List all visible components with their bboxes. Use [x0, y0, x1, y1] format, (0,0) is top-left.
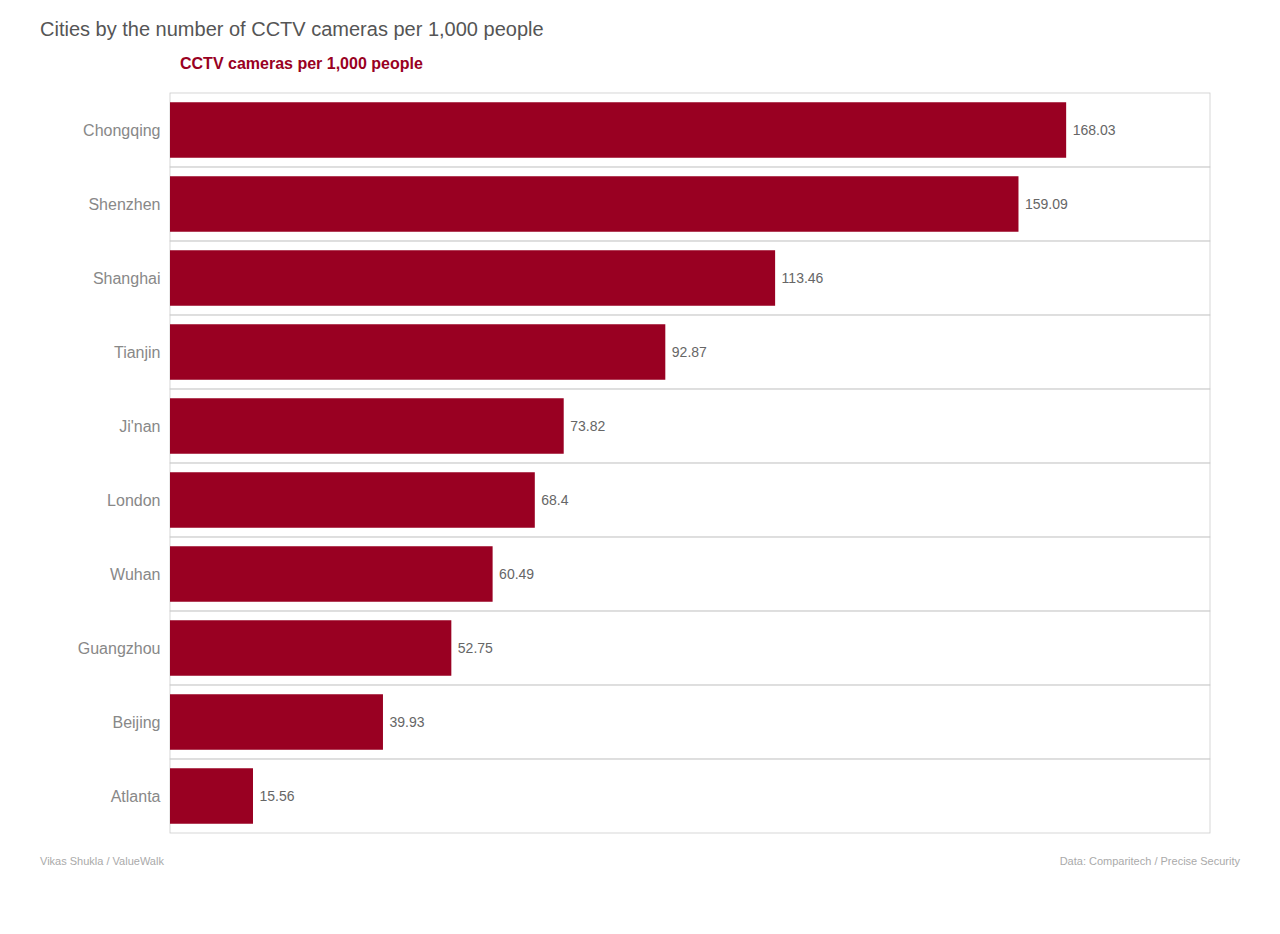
- html-text:Cities by the number of CCTV c: Cities by the number of CCTV cameras per…: [40, 18, 544, 40]
- svg-text:Atlanta: Atlanta: [111, 788, 161, 805]
- svg-text:Tianjin: Tianjin: [114, 344, 161, 361]
- svg-text:52.75: 52.75: [458, 640, 493, 656]
- svg-text:Shanghai: Shanghai: [93, 270, 161, 287]
- svg-text:39.93: 39.93: [389, 714, 424, 730]
- html-text:CCTV cameras per 1,000 people: CCTV cameras per 1,000 people: [180, 55, 423, 72]
- svg-text:92.87: 92.87: [672, 344, 707, 360]
- svg-text:159.09: 159.09: [1025, 196, 1068, 212]
- svg-text:60.49: 60.49: [499, 566, 534, 582]
- svg-text:68.4: 68.4: [541, 492, 568, 508]
- svg-text:168.03: 168.03: [1073, 122, 1116, 138]
- svg-text:Shenzhen: Shenzhen: [88, 196, 160, 213]
- svg-text:73.82: 73.82: [570, 418, 605, 434]
- svg-text:Beijing: Beijing: [112, 714, 160, 731]
- html-text:Vikas Shukla / ValueWalk: Vikas Shukla / ValueWalk: [40, 855, 164, 867]
- svg-text:113.46: 113.46: [782, 270, 824, 286]
- svg-text:Wuhan: Wuhan: [110, 566, 160, 583]
- svg-text:15.56: 15.56: [259, 788, 294, 804]
- html-text:Data: Comparitech / Precise Se: Data: Comparitech / Precise Security: [1059, 855, 1240, 867]
- svg-text:London: London: [107, 492, 160, 509]
- svg-text:Chongqing: Chongqing: [83, 122, 160, 139]
- svg-text:Ji'nan: Ji'nan: [119, 418, 160, 435]
- svg-text:Guangzhou: Guangzhou: [78, 640, 161, 657]
